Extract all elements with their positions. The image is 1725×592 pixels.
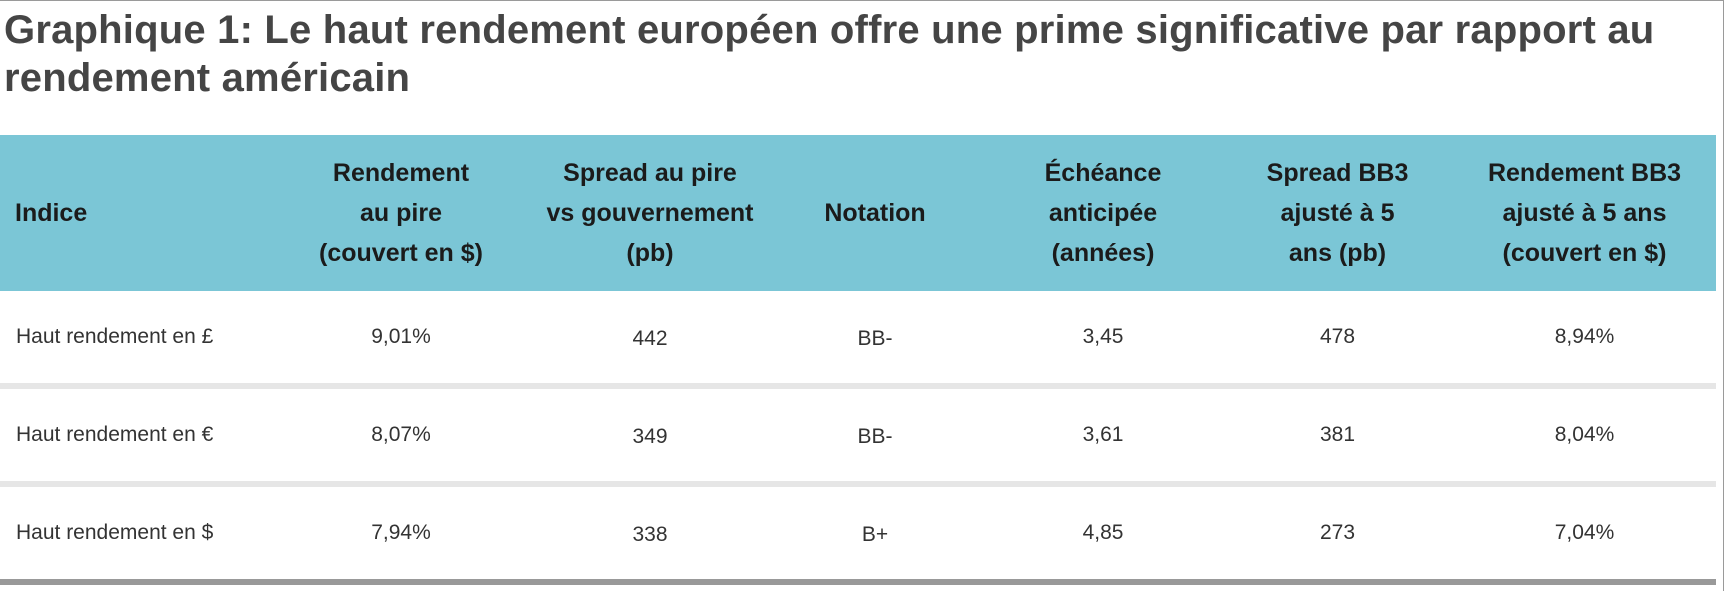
cell-spread-au-pire: 338 bbox=[534, 484, 766, 585]
cell-notation: B+ bbox=[766, 484, 984, 585]
cell-notation: BB- bbox=[766, 291, 984, 389]
table-row: Haut rendement en € 8,07% 349 BB- 3,61 3… bbox=[0, 386, 1716, 487]
header-spread-bb3: Spread BB3 ajusté à 5 ans (pb) bbox=[1266, 159, 1409, 267]
table-row: Haut rendement en £ 9,01% 442 BB- 3,45 4… bbox=[0, 291, 1716, 389]
cell-echeance-anticipee: 4,85 bbox=[984, 484, 1222, 585]
data-table-container: Indice Rendement au pire (couvert en $) … bbox=[0, 135, 1716, 585]
header-echeance-anticipee: Échéance anticipée (années) bbox=[1044, 159, 1162, 267]
cell-rendement-au-pire: 8,07% bbox=[268, 386, 534, 487]
header-rendement-au-pire: Rendement au pire (couvert en $) bbox=[319, 159, 483, 267]
cell-rendement-au-pire: 7,94% bbox=[268, 484, 534, 585]
cell-echeance-anticipee: 3,45 bbox=[984, 291, 1222, 389]
cell-spread-bb3: 381 bbox=[1222, 386, 1453, 487]
cell-indice: Haut rendement en $ bbox=[0, 484, 268, 585]
header-notation: Notation bbox=[824, 199, 926, 227]
cell-rendement-au-pire: 9,01% bbox=[268, 291, 534, 389]
header-spread-au-pire: Spread au pire vs gouvernement (pb) bbox=[546, 159, 754, 267]
cell-indice: Haut rendement en € bbox=[0, 386, 268, 487]
header-row: Indice Rendement au pire (couvert en $) … bbox=[0, 135, 1716, 291]
cell-indice: Haut rendement en £ bbox=[0, 291, 268, 389]
chart-title: Graphique 1: Le haut rendement européen … bbox=[4, 8, 1655, 100]
cell-spread-au-pire: 349 bbox=[534, 386, 766, 487]
cell-rendement-bb3: 8,04% bbox=[1453, 386, 1716, 487]
table-row: Haut rendement en $ 7,94% 338 B+ 4,85 27… bbox=[0, 484, 1716, 585]
header-indice: Indice bbox=[15, 199, 88, 227]
cell-rendement-bb3: 7,04% bbox=[1453, 484, 1716, 585]
yield-comparison-table: Indice Rendement au pire (couvert en $) … bbox=[0, 135, 1716, 585]
table-header: Indice Rendement au pire (couvert en $) … bbox=[0, 135, 1716, 291]
cell-echeance-anticipee: 3,61 bbox=[984, 386, 1222, 487]
header-rendement-bb3: Rendement BB3 ajusté à 5 ans (couvert en… bbox=[1487, 159, 1682, 267]
cell-spread-bb3: 273 bbox=[1222, 484, 1453, 585]
cell-notation: BB- bbox=[766, 386, 984, 487]
cell-rendement-bb3: 8,94% bbox=[1453, 291, 1716, 389]
table-body: Haut rendement en £ 9,01% 442 BB- 3,45 4… bbox=[0, 291, 1716, 585]
cell-spread-bb3: 478 bbox=[1222, 291, 1453, 389]
cell-spread-au-pire: 442 bbox=[534, 291, 766, 389]
